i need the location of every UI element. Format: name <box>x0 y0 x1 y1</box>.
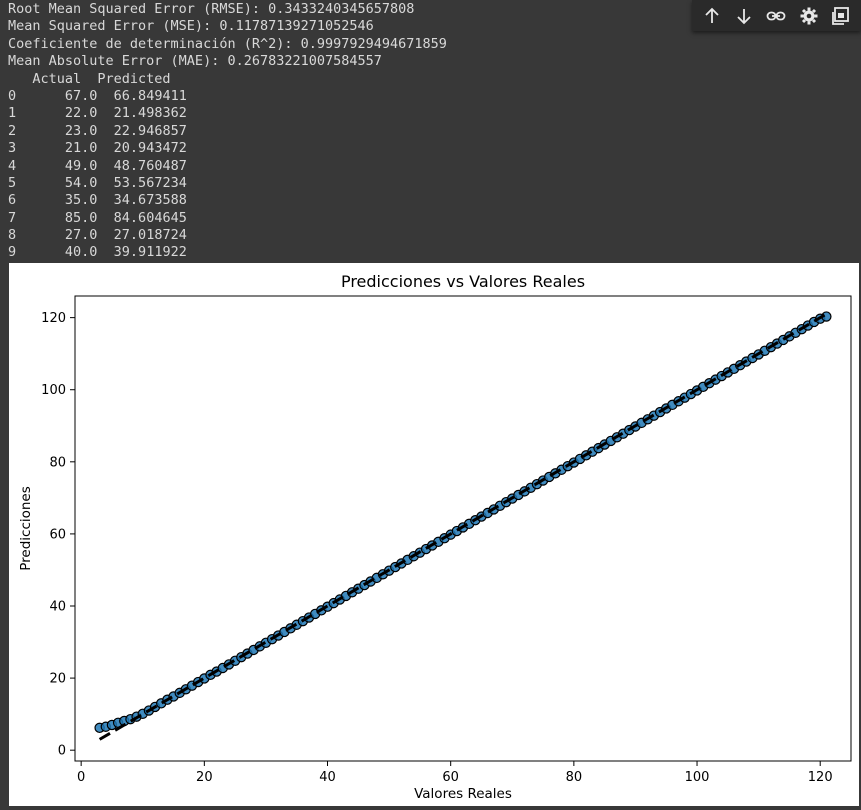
row-index: 2 <box>8 122 49 139</box>
metric-mae: Mean Absolute Error (MAE): 0.26783221007… <box>8 53 382 70</box>
table-row: 7 85.0 84.604645 <box>8 210 447 227</box>
cell-output-text: Root Mean Squared Error (RMSE): 0.343324… <box>8 1 447 262</box>
predicted-value: 27.018724 <box>97 227 187 244</box>
x-tick-label: 100 <box>685 770 710 785</box>
gear-icon <box>800 7 818 24</box>
actual-value: 22.0 <box>48 105 98 122</box>
table-row: 2 23.0 22.946857 <box>8 123 447 140</box>
metric-mse: Mean Squared Error (MSE): 0.117871392710… <box>8 18 374 35</box>
metric-r2: Coeficiente de determinación (R^2): 0.99… <box>8 35 447 52</box>
predicted-value: 22.946857 <box>97 122 187 139</box>
row-index: 6 <box>8 192 49 209</box>
y-tick-label: 100 <box>41 383 66 398</box>
copy-link-button[interactable] <box>762 2 790 30</box>
y-tick-label: 60 <box>49 527 66 542</box>
reference-line <box>98 312 828 741</box>
scatter-chart: Predicciones vs Valores Reales 0 20 40 60 80 1… <box>18 272 852 802</box>
actual-value: 21.0 <box>48 140 98 157</box>
y-axis-label: Predicciones <box>18 486 34 571</box>
x-axis-label: Valores Reales <box>414 786 512 802</box>
y-tick-label: 40 <box>49 600 66 615</box>
predicted-value: 34.673588 <box>97 192 187 209</box>
x-tick-label: 20 <box>196 770 213 785</box>
actual-value: 35.0 <box>48 192 98 209</box>
link-icon <box>767 11 786 20</box>
table-row: 1 22.0 21.498362 <box>8 105 447 122</box>
table-row: 6 35.0 34.673588 <box>8 192 447 209</box>
move-down-button[interactable] <box>730 2 758 30</box>
predicted-value: 84.604645 <box>97 209 187 226</box>
arrow-down-icon <box>737 8 751 24</box>
predicted-value: 66.849411 <box>97 87 187 104</box>
actual-value: 54.0 <box>48 174 98 191</box>
y-tick-label: 20 <box>49 672 66 687</box>
y-tick-label: 0 <box>58 744 66 759</box>
actual-value: 40.0 <box>48 244 98 261</box>
predicted-value: 53.567234 <box>97 174 187 191</box>
predicted-value: 39.911922 <box>97 244 187 261</box>
row-index: 8 <box>8 227 49 244</box>
row-index: 5 <box>8 174 49 191</box>
x-tick-label: 40 <box>319 770 336 785</box>
mirror-cell-button[interactable] <box>827 2 855 30</box>
predicted-value: 20.943472 <box>97 140 187 157</box>
table-row: 9 40.0 39.911922 <box>8 244 447 261</box>
table-row: 3 21.0 20.943472 <box>8 140 447 157</box>
actual-value: 23.0 <box>48 122 98 139</box>
row-index: 1 <box>8 105 49 122</box>
table-row: 0 67.0 66.849411 <box>8 88 447 105</box>
metric-rmse: Root Mean Squared Error (RMSE): 0.343324… <box>8 1 415 17</box>
chart-title: Predicciones vs Valores Reales <box>341 272 585 291</box>
x-tick-label: 60 <box>442 770 459 785</box>
y-tick-label: 120 <box>41 311 66 326</box>
x-tick-label: 80 <box>566 770 583 785</box>
table-header: Actual Predicted <box>8 70 171 87</box>
predicted-value: 21.498362 <box>97 105 187 122</box>
settings-button[interactable] <box>795 2 823 30</box>
row-index: 3 <box>8 140 49 157</box>
row-index: 4 <box>8 157 49 174</box>
results-table: 0 67.0 66.849411 1 22.0 21.498362 2 23.0 2… <box>8 88 447 262</box>
mirror-cell-icon <box>831 6 849 25</box>
table-row: 8 27.0 27.018724 <box>8 227 447 244</box>
actual-value: 49.0 <box>48 157 98 174</box>
plot-frame <box>74 295 852 762</box>
actual-value: 85.0 <box>48 209 98 226</box>
arrow-up-icon <box>705 7 719 23</box>
row-index: 9 <box>8 244 49 261</box>
table-row: 5 54.0 53.567234 <box>8 175 447 192</box>
y-tick-label: 80 <box>49 455 66 470</box>
table-row: 4 49.0 48.760487 <box>8 158 447 175</box>
cell-toolbar <box>692 0 861 31</box>
predicted-value: 48.760487 <box>97 157 187 174</box>
actual-value: 27.0 <box>48 227 98 244</box>
row-index: 7 <box>8 209 49 226</box>
actual-value: 67.0 <box>48 87 98 104</box>
move-up-button[interactable] <box>698 2 726 30</box>
scatter-plot-figure: Predicciones vs Valores Reales 0 20 40 60 80 1… <box>9 263 859 806</box>
row-index: 0 <box>8 87 49 104</box>
x-tick-label: 120 <box>808 770 833 785</box>
x-tick-label: 0 <box>77 770 85 785</box>
